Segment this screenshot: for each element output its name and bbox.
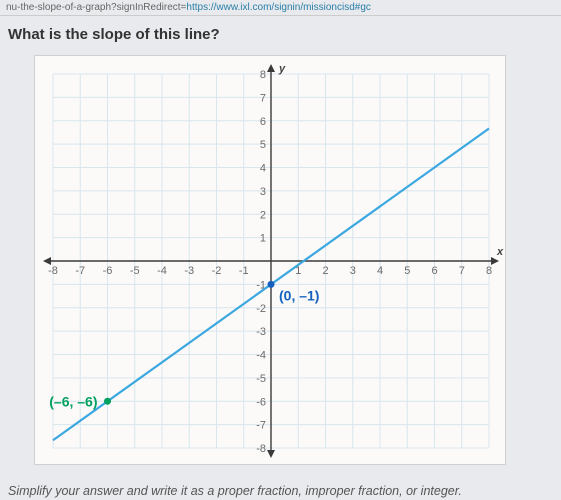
- svg-text:y: y: [278, 63, 286, 75]
- svg-text:-1: -1: [239, 265, 249, 277]
- svg-text:5: 5: [260, 139, 266, 151]
- coordinate-graph: -8-7-6-5-4-3-2-112345678-8-7-6-5-4-3-2-1…: [34, 55, 506, 465]
- graph-svg: -8-7-6-5-4-3-2-112345678-8-7-6-5-4-3-2-1…: [35, 56, 507, 466]
- svg-text:7: 7: [260, 92, 266, 104]
- svg-text:-5: -5: [130, 265, 140, 277]
- svg-text:-8: -8: [48, 265, 58, 277]
- svg-text:4: 4: [377, 265, 383, 277]
- svg-text:(–6, –6): (–6, –6): [49, 393, 97, 409]
- svg-text:-7: -7: [256, 420, 266, 432]
- svg-text:(0, –1): (0, –1): [279, 287, 319, 303]
- url-bar: nu-the-slope-of-a-graph?signInRedirect=h…: [0, 0, 561, 16]
- svg-text:3: 3: [260, 186, 266, 198]
- svg-text:6: 6: [260, 116, 266, 128]
- svg-text:-3: -3: [184, 265, 194, 277]
- svg-text:7: 7: [459, 265, 465, 277]
- svg-text:x: x: [496, 246, 504, 258]
- svg-text:2: 2: [322, 265, 328, 277]
- svg-text:5: 5: [404, 265, 410, 277]
- svg-text:8: 8: [260, 69, 266, 81]
- svg-text:-5: -5: [256, 373, 266, 385]
- svg-text:8: 8: [486, 265, 492, 277]
- url-left: nu-the-slope-of-a-graph?signInRedirect=: [6, 2, 186, 13]
- svg-text:4: 4: [260, 163, 266, 175]
- url-right: https://www.ixl.com/signin/missioncisd#g…: [186, 2, 371, 13]
- question-text: What is the slope of this line?: [0, 16, 561, 51]
- svg-text:-8: -8: [256, 443, 266, 455]
- svg-text:1: 1: [260, 233, 266, 245]
- svg-text:3: 3: [350, 265, 356, 277]
- svg-text:2: 2: [260, 209, 266, 221]
- answer-hint: Simplify your answer and write it as a p…: [8, 484, 462, 498]
- svg-text:-7: -7: [75, 265, 85, 277]
- svg-text:-4: -4: [157, 265, 167, 277]
- svg-text:-4: -4: [256, 350, 266, 362]
- svg-text:-3: -3: [256, 326, 266, 338]
- svg-text:-2: -2: [212, 265, 222, 277]
- svg-text:-6: -6: [256, 396, 266, 408]
- svg-text:6: 6: [431, 265, 437, 277]
- svg-text:-2: -2: [256, 303, 266, 315]
- svg-text:-6: -6: [103, 265, 113, 277]
